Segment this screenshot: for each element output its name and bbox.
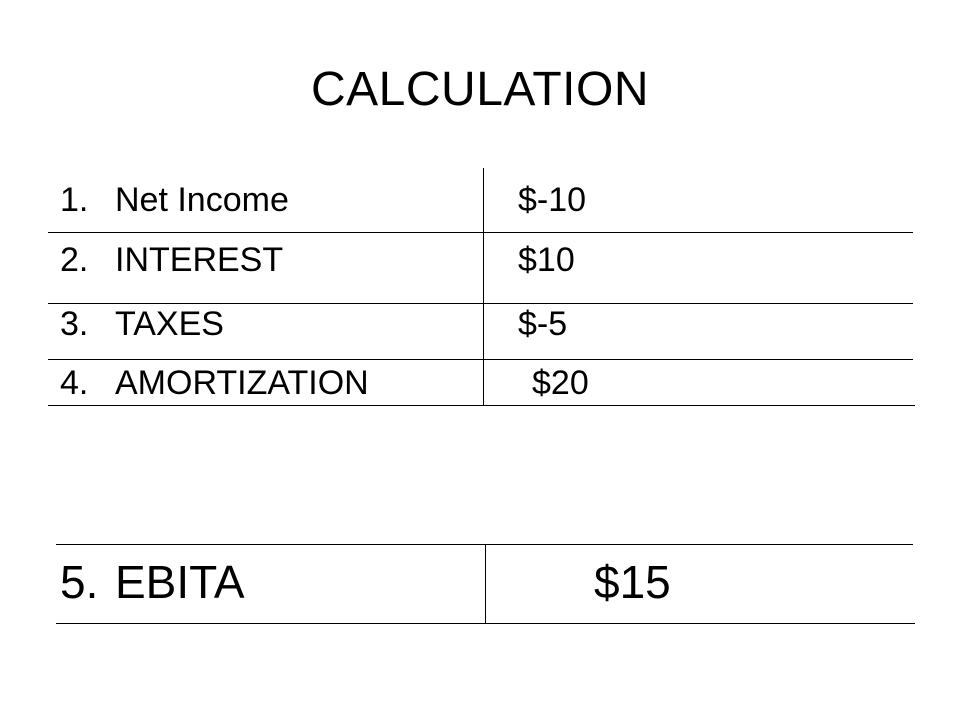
column-divider bbox=[485, 544, 486, 624]
item-label: INTEREST bbox=[115, 241, 284, 279]
result-value: $15 bbox=[594, 556, 671, 608]
row-divider bbox=[48, 232, 913, 233]
item-label: TAXES bbox=[115, 305, 224, 343]
result-label: EBITA bbox=[115, 556, 245, 608]
result-number: 5. bbox=[60, 556, 99, 608]
row-divider bbox=[48, 303, 913, 304]
item-value: $-10 bbox=[518, 181, 587, 219]
item-number: 2. bbox=[60, 241, 89, 279]
row-divider bbox=[48, 405, 915, 406]
item-number: 1. bbox=[60, 181, 89, 219]
item-label: AMORTIZATION bbox=[115, 364, 369, 402]
item-number: 3. bbox=[60, 305, 89, 343]
item-number: 4. bbox=[60, 364, 89, 402]
item-value: $10 bbox=[518, 241, 575, 279]
item-value: $20 bbox=[532, 364, 589, 402]
row-divider bbox=[56, 544, 913, 545]
item-label: Net Income bbox=[115, 181, 289, 219]
slide-title: CALCULATION bbox=[310, 63, 649, 116]
column-divider bbox=[483, 168, 484, 406]
item-value: $-5 bbox=[518, 305, 568, 343]
row-divider bbox=[48, 359, 913, 360]
